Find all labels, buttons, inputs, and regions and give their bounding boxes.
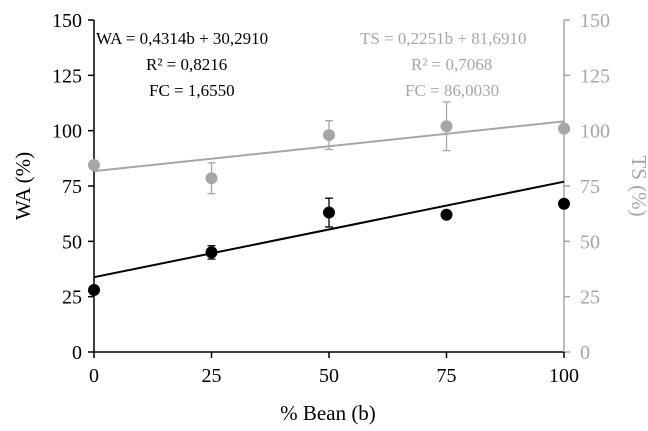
- data-points: [88, 120, 570, 297]
- ts-equation: TS = 0,2251b + 81,6910: [360, 29, 527, 48]
- y-tick-label-right: 100: [580, 121, 610, 143]
- wa-point: [440, 208, 453, 221]
- ts-r2: R² = 0,7068: [411, 55, 492, 74]
- x-tick-label: 50: [319, 365, 339, 387]
- tick-labels: 0 25 50 75 100 125 150 0 25 50 75 100 125 150 0 25 50 75 1…: [52, 10, 610, 387]
- y-axis-label-left: WA (%): [11, 152, 35, 220]
- wa-equation: WA = 0,4314b + 30,2910: [96, 29, 268, 48]
- x-tick-label: 0: [89, 365, 99, 387]
- wa-point: [88, 284, 100, 297]
- x-tick-label: 100: [549, 365, 579, 387]
- x-tick-label: 25: [202, 365, 222, 387]
- y-axis-label-right: TS (%): [627, 155, 648, 216]
- y-tick-label-left: 25: [62, 287, 82, 309]
- wa-r2: R² = 0,8216: [146, 55, 227, 74]
- wa-trend-line: [93, 180, 565, 279]
- error-bars: [207, 101, 451, 260]
- ts-point: [558, 122, 570, 135]
- wa-point: [323, 206, 335, 219]
- y-tick-label-left: 0: [72, 342, 82, 364]
- y-tick-label-right: 50: [580, 231, 600, 253]
- ts-point: [440, 120, 453, 133]
- x-tick-label: 75: [437, 365, 457, 387]
- ts-point: [323, 129, 335, 142]
- y-tick-label-left: 50: [62, 231, 82, 253]
- y-tick-label-right: 125: [580, 65, 610, 87]
- wa-point: [205, 246, 218, 259]
- y-tick-label-left: 75: [62, 176, 82, 198]
- ts-fc: FC = 86,0030: [405, 81, 499, 100]
- y-tick-label-left: 150: [52, 10, 82, 32]
- x-axis-label: % Bean (b): [280, 401, 376, 425]
- y-tick-label-right: 25: [580, 287, 600, 309]
- y-tick-label-right: 150: [580, 10, 610, 32]
- wa-fc: FC = 1,6550: [149, 81, 235, 100]
- y-tick-label-right: 75: [580, 176, 600, 198]
- y-tick-label-left: 100: [52, 121, 82, 143]
- y-tick-label-right: 0: [580, 342, 590, 364]
- y-tick-label-left: 125: [52, 65, 82, 87]
- ts-point: [88, 158, 100, 171]
- ts-point: [205, 172, 218, 185]
- axes: [88, 19, 570, 358]
- wa-point: [558, 197, 570, 210]
